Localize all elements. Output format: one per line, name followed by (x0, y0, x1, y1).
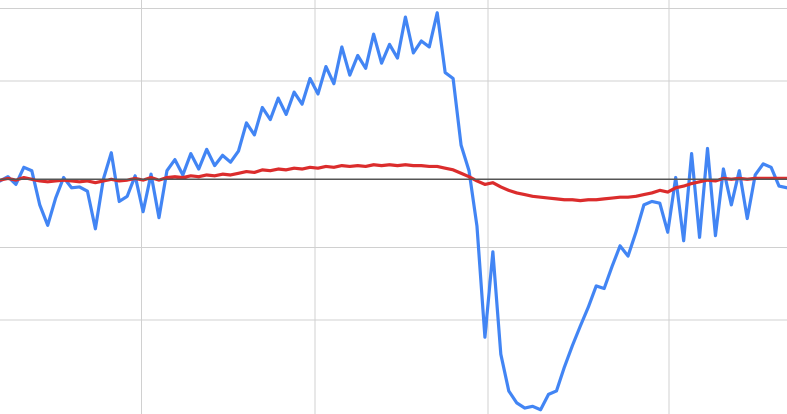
horizontal-gridlines (0, 8, 787, 321)
vertical-gridlines (141, 0, 670, 414)
series-blue (0, 11, 787, 412)
